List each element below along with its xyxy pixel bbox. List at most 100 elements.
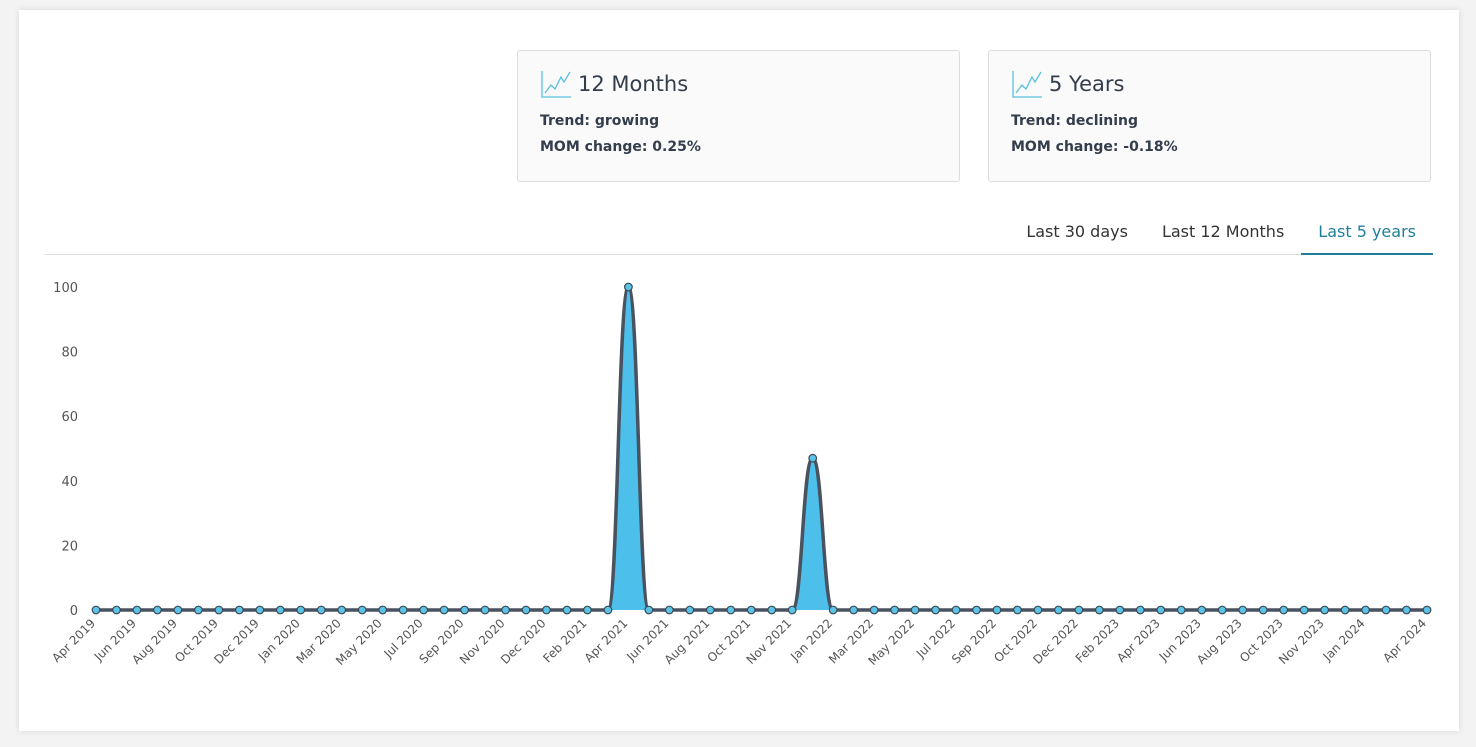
point (644, 605, 654, 615)
point (1115, 605, 1125, 615)
point (828, 605, 838, 615)
x-tick-label: Nov 2023 (1276, 616, 1327, 667)
x-tick-label: Apr 2019 (49, 616, 98, 665)
y-tick-label: 60 (61, 410, 78, 425)
point (951, 605, 961, 615)
point (1299, 605, 1309, 615)
point (378, 605, 388, 615)
point (234, 605, 244, 615)
point (1013, 605, 1022, 615)
line (96, 285, 1427, 612)
tab[interactable]: Last 12 Months (1161, 222, 1285, 241)
point (685, 605, 695, 615)
card-title: 5 Years (1049, 72, 1125, 96)
point (1176, 605, 1186, 615)
point (1135, 605, 1145, 615)
x-tick-label: Dec 2020 (498, 616, 549, 667)
point (787, 605, 797, 615)
point (1033, 605, 1043, 615)
point (521, 605, 531, 615)
point (460, 605, 469, 615)
point (664, 605, 674, 615)
point (890, 605, 899, 615)
mom-change: MOM change: 0.25% (540, 139, 701, 155)
point (357, 605, 367, 615)
point (1156, 605, 1166, 615)
point (419, 605, 429, 615)
point (337, 605, 347, 615)
x-tick-label: Apr 2021 (582, 616, 631, 665)
tab[interactable]: Last 5 years (1301, 210, 1433, 255)
point (705, 605, 715, 615)
x-tick-label: Nov 2021 (744, 616, 795, 667)
tabs: Last 30 days Last 12 Months Last 5 years (45, 210, 1433, 255)
point (562, 605, 572, 615)
point (1402, 605, 1411, 615)
point (746, 605, 756, 615)
point (296, 605, 306, 615)
area (96, 287, 1427, 610)
point (992, 605, 1002, 615)
point (1217, 605, 1227, 615)
x-tick-label: Aug 2021 (662, 616, 713, 667)
point (398, 605, 408, 615)
point (132, 605, 142, 615)
point (583, 605, 592, 615)
point (173, 605, 183, 615)
mom-change: MOM change: -0.18% (1011, 139, 1178, 155)
point (910, 605, 920, 615)
trend: Trend: growing (540, 113, 660, 129)
point (214, 605, 224, 615)
point (193, 605, 203, 615)
x-tick-label: Feb 2023 (1073, 616, 1122, 665)
point (1258, 605, 1268, 615)
point (1094, 605, 1104, 615)
point (542, 605, 551, 615)
x-tick-label: Aug 2019 (129, 616, 180, 667)
point (1197, 605, 1207, 615)
y-tick-label: 80 (61, 346, 78, 361)
point (624, 282, 633, 292)
x-tick-label: Apr 2024 (1380, 616, 1429, 665)
x-tick-label: Sep 2022 (949, 616, 999, 666)
point (1381, 605, 1391, 615)
point (1279, 605, 1289, 615)
icon (1012, 71, 1042, 98)
x-tick-label: Aug 2023 (1194, 616, 1245, 667)
x-tick-label: Apr 2023 (1114, 616, 1163, 665)
point (1238, 605, 1248, 615)
trend: Trend: declining (1011, 113, 1139, 129)
x-tick-label: Dec 2022 (1030, 616, 1081, 667)
y-tick-label: 100 (53, 281, 78, 296)
card-header: 12 Months (540, 69, 937, 99)
point (1361, 605, 1370, 615)
x-tick-label: Feb 2021 (540, 616, 589, 665)
point (153, 605, 162, 615)
card: 5 Years Trend: declining MOM change: -0.… (988, 50, 1431, 182)
point (931, 605, 940, 615)
icon (541, 71, 571, 98)
point (1422, 605, 1432, 615)
point (1074, 605, 1084, 615)
point (1340, 605, 1350, 615)
point (480, 605, 490, 615)
x-tick-label: Jan 2024 (1320, 616, 1368, 664)
point (501, 605, 510, 615)
point (316, 605, 326, 615)
point (1054, 605, 1063, 615)
point (91, 605, 101, 615)
card-title: 12 Months (578, 72, 689, 96)
y-tick-label: 40 (61, 475, 78, 490)
point (726, 605, 736, 615)
point (603, 605, 613, 615)
point (255, 605, 265, 615)
point (275, 605, 285, 615)
tab[interactable]: Last 30 days (1026, 222, 1128, 241)
x-tick-label: Dec 2019 (211, 616, 262, 667)
point (112, 605, 121, 615)
point (869, 605, 879, 615)
y-tick-label: 20 (61, 539, 78, 554)
point (767, 605, 777, 615)
